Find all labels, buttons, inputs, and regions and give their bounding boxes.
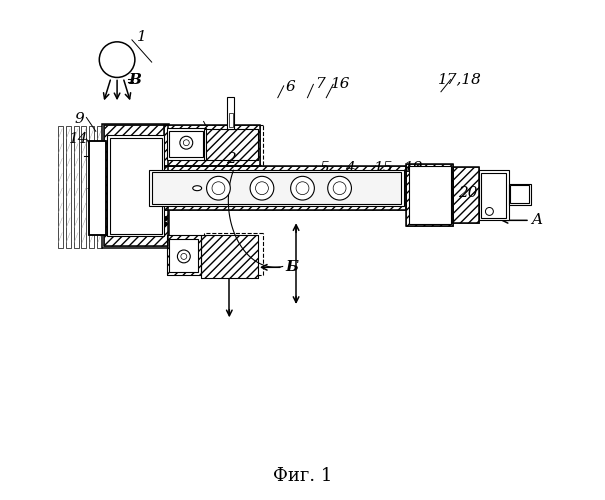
- Bar: [482, 174, 505, 217]
- Bar: [201, 234, 258, 278]
- Bar: [453, 168, 479, 223]
- Bar: [169, 131, 203, 157]
- Circle shape: [212, 182, 225, 194]
- Circle shape: [328, 176, 352, 200]
- Bar: [482, 174, 506, 218]
- Text: A: A: [531, 214, 543, 228]
- Bar: [164, 126, 261, 166]
- Bar: [169, 238, 198, 272]
- Circle shape: [485, 208, 493, 216]
- Text: В: В: [128, 74, 141, 88]
- Bar: [509, 184, 531, 204]
- Circle shape: [180, 136, 193, 149]
- Bar: [409, 166, 451, 224]
- Bar: [164, 126, 261, 166]
- Circle shape: [296, 182, 309, 194]
- Text: Фиг. 1: Фиг. 1: [273, 468, 332, 485]
- Bar: [90, 142, 105, 234]
- Text: 20: 20: [459, 186, 478, 200]
- Bar: [227, 96, 234, 129]
- Text: 1: 1: [137, 30, 146, 44]
- Ellipse shape: [193, 186, 201, 190]
- Bar: [110, 138, 162, 234]
- Text: 3: 3: [196, 174, 206, 188]
- Text: 19: 19: [404, 162, 424, 175]
- Text: 14: 14: [69, 132, 89, 146]
- Bar: [103, 126, 168, 246]
- Circle shape: [250, 176, 274, 200]
- Text: 7: 7: [315, 78, 325, 92]
- Bar: [82, 126, 87, 248]
- Bar: [204, 129, 258, 160]
- Bar: [89, 141, 106, 235]
- Bar: [407, 164, 453, 226]
- Bar: [90, 126, 94, 248]
- Circle shape: [206, 176, 231, 200]
- Text: 16: 16: [332, 78, 351, 92]
- Bar: [103, 126, 168, 246]
- Text: 2: 2: [226, 152, 236, 166]
- Bar: [166, 235, 201, 275]
- Text: 8: 8: [241, 176, 250, 190]
- Bar: [97, 126, 102, 248]
- Text: 4: 4: [345, 162, 355, 175]
- Text: Б: Б: [285, 260, 298, 274]
- Bar: [89, 141, 106, 235]
- Bar: [152, 172, 401, 204]
- Bar: [453, 168, 479, 223]
- Bar: [407, 164, 453, 226]
- Bar: [166, 128, 206, 160]
- Bar: [74, 126, 79, 248]
- Circle shape: [333, 182, 346, 194]
- Bar: [229, 112, 233, 128]
- Text: 9: 9: [74, 112, 84, 126]
- Bar: [102, 124, 169, 248]
- Circle shape: [181, 254, 187, 260]
- Bar: [57, 126, 63, 248]
- Bar: [147, 166, 407, 210]
- Text: 17,18: 17,18: [438, 72, 482, 86]
- Bar: [479, 170, 509, 220]
- Bar: [149, 170, 404, 206]
- Circle shape: [99, 42, 135, 78]
- Text: 15: 15: [374, 162, 394, 175]
- Text: Б: Б: [285, 180, 298, 194]
- Circle shape: [183, 140, 189, 145]
- Circle shape: [290, 176, 315, 200]
- Bar: [204, 129, 258, 160]
- Text: В: В: [155, 216, 168, 230]
- Text: 5: 5: [320, 162, 330, 175]
- Bar: [107, 136, 164, 236]
- Bar: [510, 185, 529, 203]
- Circle shape: [177, 250, 190, 263]
- Bar: [201, 234, 258, 278]
- Bar: [147, 166, 407, 210]
- Circle shape: [255, 182, 269, 194]
- Text: 6: 6: [286, 80, 295, 94]
- Bar: [166, 235, 201, 275]
- Bar: [66, 126, 71, 248]
